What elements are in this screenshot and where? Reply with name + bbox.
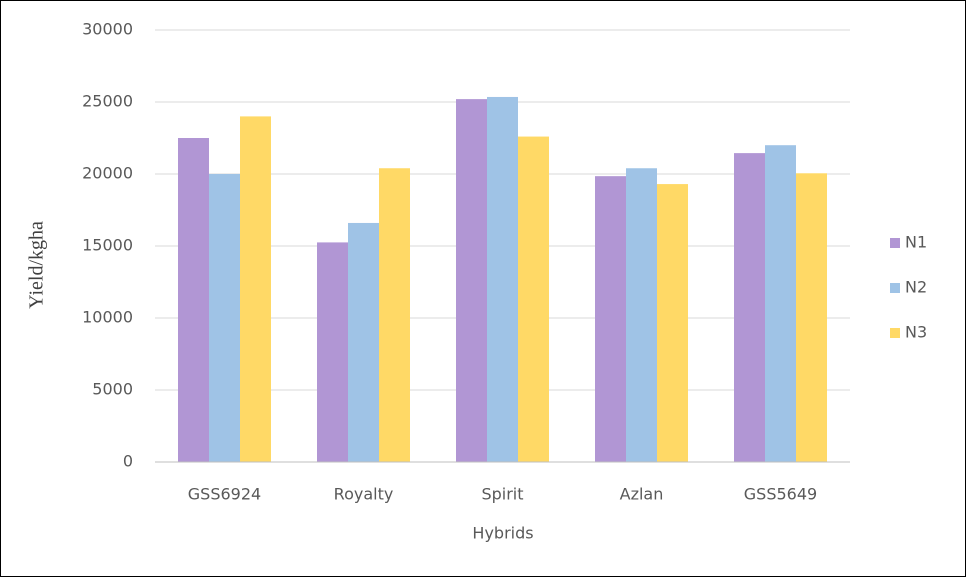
x-tick-label: GSS6924 xyxy=(188,485,261,504)
legend-label: N1 xyxy=(905,233,927,252)
y-tick-label: 15000 xyxy=(82,236,133,255)
bar xyxy=(796,173,827,462)
y-tick-label: 5000 xyxy=(92,380,133,399)
bar xyxy=(240,116,271,463)
legend-swatch xyxy=(890,283,900,293)
x-tick-label: Azlan xyxy=(620,485,664,504)
x-tick-label: GSS5649 xyxy=(744,485,817,504)
bar xyxy=(317,242,348,462)
y-tick-label: 10000 xyxy=(82,308,133,327)
bar xyxy=(178,138,209,462)
x-axis-title: Hybrids xyxy=(472,524,533,543)
y-tick-label: 25000 xyxy=(82,92,133,111)
x-tick-label: Royalty xyxy=(334,485,394,504)
y-axis-title: Yield/kgha xyxy=(26,221,48,309)
y-tick-label: 0 xyxy=(123,452,133,471)
bar xyxy=(487,96,518,463)
bar xyxy=(209,174,240,462)
legend-label: N3 xyxy=(905,323,927,342)
bar xyxy=(379,168,410,463)
bar xyxy=(456,99,487,463)
bar xyxy=(595,176,626,462)
bar xyxy=(348,222,379,462)
bar xyxy=(518,136,549,462)
x-tick-label: Spirit xyxy=(481,485,523,504)
bar xyxy=(657,184,688,462)
bar xyxy=(765,145,796,462)
legend-swatch xyxy=(890,328,900,338)
bar xyxy=(626,168,657,463)
legend-label: N2 xyxy=(905,278,927,297)
legend-swatch xyxy=(890,238,900,248)
y-tick-label: 30000 xyxy=(82,20,133,39)
bar xyxy=(734,153,765,462)
y-tick-label: 20000 xyxy=(82,164,133,183)
